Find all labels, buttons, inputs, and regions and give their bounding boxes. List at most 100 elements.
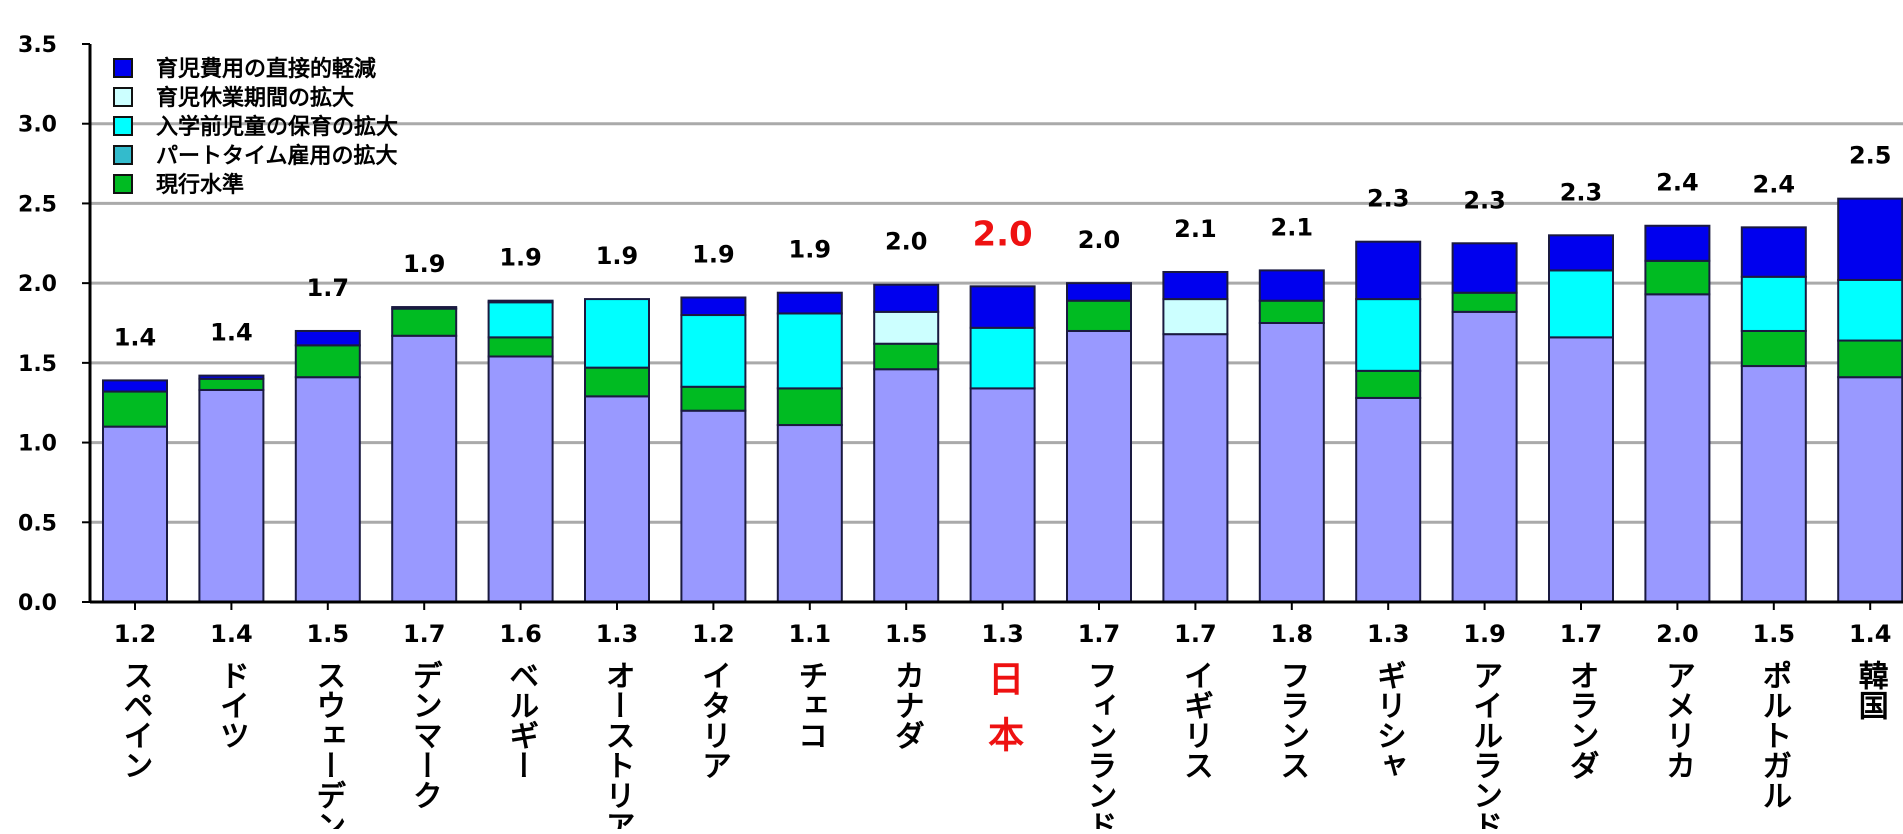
base-value-label: 1.5 bbox=[885, 620, 928, 648]
bar-segment-base bbox=[391, 334, 458, 603]
legend-entry-label: 現行水準 bbox=[156, 172, 244, 198]
bar-segment-cost bbox=[198, 374, 265, 380]
bar-segment-base bbox=[1258, 322, 1325, 603]
bar-segment-base bbox=[1837, 376, 1903, 603]
bar-segment-cost bbox=[873, 283, 940, 313]
total-value-label: 1.9 bbox=[692, 240, 735, 268]
total-value-label: 2.4 bbox=[1656, 169, 1699, 197]
country-label: カナダ bbox=[889, 660, 924, 750]
bar-segment-current bbox=[487, 336, 554, 358]
base-value-label: 1.6 bbox=[499, 620, 542, 648]
y-tick-label: 3.5 bbox=[18, 33, 57, 58]
bar-segment-preschool bbox=[680, 314, 747, 388]
y-tick-label: 1.0 bbox=[18, 432, 57, 457]
legend-entry-label: 入学前児童の保育の拡大 bbox=[156, 114, 398, 140]
bar-segment-base bbox=[1066, 329, 1132, 603]
axes: 0.0 0.5 1.0 1.5 2.0 2.5 3.0 3.5 bbox=[18, 33, 1903, 616]
bar-segment-preschool bbox=[1355, 298, 1422, 372]
bar-segment-preschool bbox=[1548, 269, 1614, 339]
bar-segment-cost bbox=[776, 291, 843, 315]
bar-segment-current bbox=[1258, 299, 1325, 324]
bar-segment-cost bbox=[1548, 234, 1614, 272]
total-value-label: 2.1 bbox=[1174, 215, 1217, 243]
country-label: ドイツ bbox=[214, 660, 249, 750]
bar-segment-cost bbox=[680, 296, 747, 317]
legend-entry-label: 育児休業期間の拡大 bbox=[156, 85, 354, 111]
legend-swatch bbox=[113, 145, 133, 165]
y-tick-label: 0.0 bbox=[18, 591, 57, 616]
bar-segment-current bbox=[1451, 291, 1518, 313]
bar-segment-base bbox=[1162, 333, 1229, 603]
bar-segment-cost bbox=[1740, 226, 1807, 278]
y-tick-label: 3.0 bbox=[18, 113, 57, 138]
country-label: スウェーデン bbox=[310, 660, 345, 829]
bar-segment-cost bbox=[294, 329, 361, 347]
country-label: 韓国 bbox=[1853, 660, 1889, 720]
country-label: イタリア bbox=[696, 660, 731, 780]
legend-swatch bbox=[113, 116, 133, 136]
country-label: アメリカ bbox=[1660, 660, 1695, 780]
legend-swatch bbox=[113, 87, 133, 107]
bar-segment-leave bbox=[873, 310, 940, 345]
y-tick-label: 1.5 bbox=[18, 352, 57, 377]
bar-segment-base bbox=[198, 388, 265, 603]
bar-segment-current bbox=[1644, 259, 1711, 296]
y-tick-label: 0.5 bbox=[18, 511, 57, 536]
bar-segment-current bbox=[102, 390, 168, 428]
bar-segment-current bbox=[198, 377, 265, 391]
legend-entry-label: 育児費用の直接的軽減 bbox=[156, 56, 376, 82]
bar-segment-base bbox=[1644, 293, 1711, 603]
total-value-label: 2.4 bbox=[1753, 170, 1796, 198]
bar-segment-leave bbox=[1162, 298, 1229, 336]
total-value-label: 1.4 bbox=[210, 319, 253, 347]
labels: 1.4 1.2 スペイン 1.4 1.4 ドイツ 1.7 1.5 スウェーデン 1.9 1.7 デンマ… bbox=[114, 142, 1892, 834]
base-value-label: 1.9 bbox=[1463, 620, 1506, 648]
bars bbox=[102, 197, 1903, 604]
bar-segment-preschool bbox=[584, 298, 650, 369]
base-value-label: 1.7 bbox=[403, 620, 446, 648]
legend-entry-label: パートタイム雇用の拡大 bbox=[156, 143, 398, 169]
bar-segment-current bbox=[391, 307, 458, 337]
bar-segment-current bbox=[1066, 299, 1132, 332]
bar-segment-cost bbox=[1355, 240, 1422, 301]
bar-segment-cost bbox=[1644, 224, 1711, 262]
total-value-label: 2.3 bbox=[1463, 186, 1506, 214]
legend-swatch bbox=[113, 174, 133, 194]
bar-segment-cost bbox=[1258, 269, 1325, 302]
bar-segment-current bbox=[584, 366, 650, 398]
country-label: スペイン bbox=[118, 660, 153, 780]
bar-segment-base bbox=[102, 425, 168, 603]
bar-segment-preschool bbox=[487, 301, 554, 339]
legend-swatch bbox=[113, 58, 133, 78]
total-value-label: 2.3 bbox=[1367, 185, 1410, 213]
y-tick-label: 2.0 bbox=[18, 272, 57, 297]
bar-segment-cost bbox=[487, 299, 554, 304]
total-value-label: 1.9 bbox=[499, 244, 542, 272]
y-tick-label: 2.5 bbox=[18, 192, 57, 217]
bar-segment-preschool bbox=[1740, 275, 1807, 332]
base-value-label: 1.5 bbox=[1753, 620, 1796, 648]
base-value-label: 1.2 bbox=[114, 620, 157, 648]
bar-segment-cost bbox=[1162, 270, 1229, 301]
bar-segment-current bbox=[1740, 329, 1807, 368]
bar-segment-cost bbox=[102, 379, 168, 393]
total-value-label: 2.0 bbox=[1078, 226, 1121, 254]
total-value-label: 2.0 bbox=[885, 228, 928, 256]
bar-segment-base bbox=[487, 355, 554, 604]
bar-segment-preschool bbox=[1837, 278, 1903, 342]
base-value-label: 1.4 bbox=[210, 620, 253, 648]
bar-segment-current bbox=[680, 385, 747, 412]
bar-segment-base bbox=[680, 409, 747, 603]
bar-segment-base bbox=[1355, 396, 1422, 603]
total-value-label: 2.1 bbox=[1271, 213, 1314, 241]
bar-segment-cost bbox=[1451, 242, 1518, 294]
total-value-label: 1.9 bbox=[596, 242, 639, 270]
bar-segment-cost bbox=[391, 306, 458, 310]
base-value-label: 1.3 bbox=[981, 620, 1024, 648]
bar-segment-cost bbox=[969, 285, 1036, 329]
country-label: アイルランド bbox=[1467, 660, 1502, 829]
bar-segment-base bbox=[1548, 336, 1614, 603]
country-label: デンマーク bbox=[407, 660, 442, 810]
